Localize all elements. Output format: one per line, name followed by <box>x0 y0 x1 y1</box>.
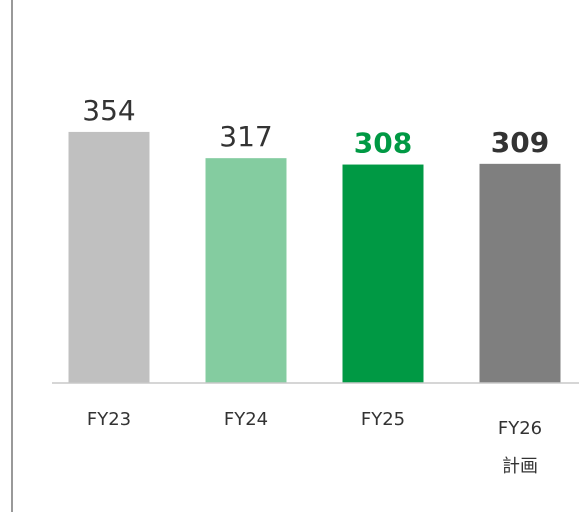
x-tick-label: FY25 <box>361 409 405 430</box>
data-label: 354 <box>82 94 135 127</box>
data-label: 317 <box>219 120 272 153</box>
x-tick-label-line: FY23 <box>87 409 131 430</box>
x-tick-label-line: FY26 <box>498 418 542 439</box>
x-tick-label: FY26 計画 <box>498 418 542 477</box>
data-label: 309 <box>491 126 549 159</box>
bar <box>68 131 150 383</box>
x-tick-label-line: 計画 <box>502 456 538 477</box>
bar <box>479 163 561 383</box>
data-label: 308 <box>354 127 412 160</box>
x-tick-label-line: FY25 <box>361 409 405 430</box>
bar <box>205 158 287 383</box>
bar <box>342 164 424 383</box>
x-tick-label: FY23 <box>87 409 131 430</box>
x-tick-label: FY24 <box>224 409 268 430</box>
x-tick-label-line: FY24 <box>224 409 268 430</box>
